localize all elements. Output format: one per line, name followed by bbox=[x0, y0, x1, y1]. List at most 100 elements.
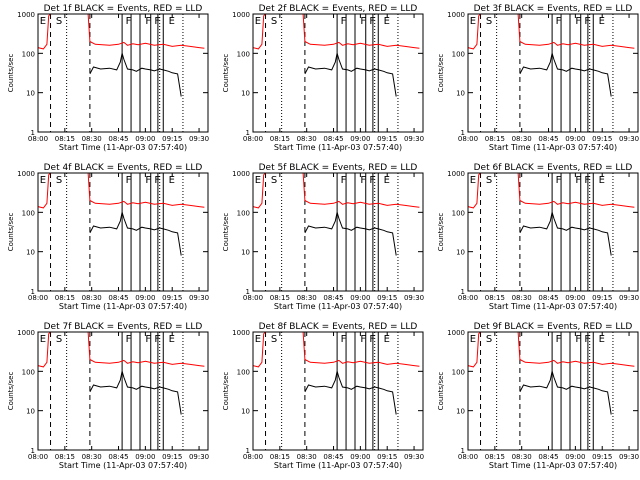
x-tick-label: 09:15 bbox=[377, 294, 397, 302]
events-series-line bbox=[519, 371, 612, 415]
y-tick-label: 100 bbox=[452, 209, 465, 217]
plot-frame bbox=[252, 13, 424, 133]
x-tick-label: 08:00 bbox=[28, 135, 48, 143]
x-tick-label: 08:15 bbox=[55, 453, 75, 461]
flag-label: F bbox=[154, 334, 160, 345]
events-series-line bbox=[89, 371, 182, 415]
events-series-line bbox=[89, 212, 182, 256]
lld-series-line bbox=[467, 331, 635, 368]
flag-label: F bbox=[369, 334, 375, 345]
flag-label: S bbox=[56, 175, 62, 186]
x-tick-label: 09:00 bbox=[135, 135, 155, 143]
y-tick-label: 100 bbox=[237, 368, 250, 376]
plot-frame bbox=[37, 331, 209, 451]
flag-label: F bbox=[126, 16, 132, 27]
flag-label: E bbox=[255, 334, 261, 345]
flag-label: F bbox=[126, 334, 132, 345]
x-tick-label: 09:15 bbox=[377, 135, 397, 143]
y-tick-label: 10 bbox=[26, 249, 35, 257]
x-tick-label: 09:00 bbox=[565, 453, 585, 461]
y-tick-label: 1000 bbox=[447, 170, 465, 178]
plot-frame bbox=[467, 172, 639, 292]
lld-series-line bbox=[252, 13, 420, 50]
flag-label: S bbox=[271, 334, 277, 345]
x-tick-label: 08:00 bbox=[243, 135, 263, 143]
x-axis-label: Start Time (11-Apr-03 07:57:40) bbox=[59, 302, 187, 311]
y-axis-label: Counts/sec bbox=[437, 213, 445, 252]
x-tick-label: 08:30 bbox=[512, 135, 532, 143]
x-tick-label: 08:45 bbox=[108, 135, 128, 143]
lld-series-line bbox=[252, 172, 420, 209]
x-tick-label: 08:45 bbox=[323, 294, 343, 302]
plot-frame bbox=[467, 331, 639, 451]
flag-label: F bbox=[341, 16, 347, 27]
y-tick-label: 10 bbox=[26, 408, 35, 416]
y-tick-label: 1 bbox=[461, 447, 465, 455]
plot-frame bbox=[252, 172, 424, 292]
x-tick-label: 09:00 bbox=[565, 135, 585, 143]
y-tick-label: 1 bbox=[31, 447, 35, 455]
lld-series-line bbox=[467, 13, 635, 50]
y-axis-label: Counts/sec bbox=[437, 372, 445, 411]
chart-title: Det 2f BLACK = Events, RED = LLD bbox=[259, 4, 418, 14]
flag-label: F bbox=[360, 16, 366, 27]
y-tick-label: 1 bbox=[246, 447, 250, 455]
flag-label: F bbox=[556, 16, 562, 27]
x-tick-label: 09:30 bbox=[189, 135, 209, 143]
y-tick-label: 1000 bbox=[17, 11, 35, 19]
x-tick-label: 08:00 bbox=[243, 294, 263, 302]
flag-label: F bbox=[556, 175, 562, 186]
y-tick-label: 10 bbox=[26, 90, 35, 98]
x-tick-label: 09:30 bbox=[189, 453, 209, 461]
x-tick-label: 09:00 bbox=[565, 294, 585, 302]
x-tick-label: 08:45 bbox=[323, 135, 343, 143]
x-tick-label: 08:45 bbox=[108, 453, 128, 461]
flag-label: E bbox=[470, 16, 476, 27]
flag-label: E bbox=[599, 16, 605, 27]
flag-label: E bbox=[40, 175, 46, 186]
chart-title: Det 6f BLACK = Events, RED = LLD bbox=[474, 163, 633, 173]
y-tick-label: 1000 bbox=[447, 329, 465, 337]
chart-title: Det 3f BLACK = Events, RED = LLD bbox=[474, 4, 633, 14]
x-tick-label: 09:30 bbox=[404, 453, 424, 461]
flag-label: S bbox=[486, 334, 492, 345]
flag-label: E bbox=[470, 175, 476, 186]
flag-label: F bbox=[145, 334, 151, 345]
x-tick-label: 08:30 bbox=[82, 135, 102, 143]
y-tick-label: 10 bbox=[241, 90, 250, 98]
plot-frame bbox=[37, 172, 209, 292]
y-tick-label: 1 bbox=[461, 129, 465, 137]
x-tick-label: 08:15 bbox=[485, 135, 505, 143]
y-tick-label: 1 bbox=[246, 288, 250, 296]
x-tick-label: 09:15 bbox=[162, 294, 182, 302]
y-tick-label: 1000 bbox=[232, 170, 250, 178]
y-tick-label: 100 bbox=[452, 50, 465, 58]
x-tick-label: 08:15 bbox=[485, 294, 505, 302]
y-tick-label: 1 bbox=[31, 288, 35, 296]
events-series-line bbox=[519, 212, 612, 256]
flag-label: F bbox=[154, 175, 160, 186]
x-tick-label: 09:00 bbox=[350, 294, 370, 302]
x-axis-label: Start Time (11-Apr-03 07:57:40) bbox=[274, 302, 402, 311]
flag-label: E bbox=[599, 175, 605, 186]
events-series-line bbox=[89, 53, 182, 97]
y-tick-label: 1 bbox=[461, 288, 465, 296]
y-tick-label: 1000 bbox=[17, 170, 35, 178]
y-tick-label: 1000 bbox=[232, 329, 250, 337]
flag-label: E bbox=[384, 334, 390, 345]
y-tick-label: 1000 bbox=[447, 11, 465, 19]
x-tick-label: 09:00 bbox=[350, 453, 370, 461]
events-series-line bbox=[304, 212, 397, 256]
x-tick-label: 08:30 bbox=[82, 294, 102, 302]
x-axis-label: Start Time (11-Apr-03 07:57:40) bbox=[59, 461, 187, 470]
flag-label: F bbox=[154, 16, 160, 27]
flag-label: F bbox=[575, 334, 581, 345]
x-axis-label: Start Time (11-Apr-03 07:57:40) bbox=[59, 143, 187, 152]
y-tick-label: 1000 bbox=[17, 329, 35, 337]
